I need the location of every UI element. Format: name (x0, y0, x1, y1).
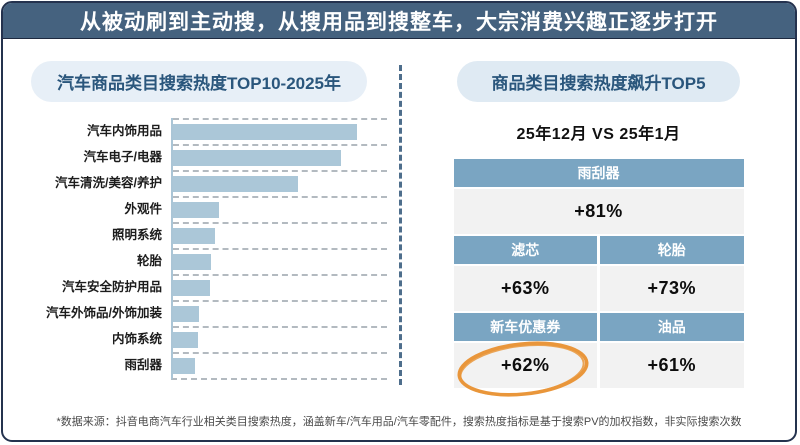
data-source-note: *数据来源：抖音电商汽车行业相关类目搜索热度，涵盖新车/汽车用品/汽车零配件，搜… (56, 416, 742, 428)
left-panel-top10: 汽车商品类目搜索热度TOP10-2025年 汽车内饰用品 汽车电子/电器汽车清洗/… (3, 39, 395, 399)
right-panel-top5: 商品类目搜索热度飙升TOP5 25年12月 VS 25年1月 雨刮器 +81% 滤芯… (402, 39, 795, 399)
change-value-cell: +62% (453, 341, 597, 397)
bar (173, 332, 199, 348)
bar (173, 150, 341, 166)
bar-label: 轮胎 (136, 254, 162, 268)
header-banner: 从被动刷到主动搜，从搜用品到搜整车，大宗消费兴趣正逐步打开 (3, 3, 795, 39)
bar (173, 306, 200, 322)
bar-track (173, 170, 387, 196)
bar-label: 汽车电子/电器 (83, 150, 162, 164)
heat-surge-table: 雨刮器 +81% 滤芯 轮胎 +63% +73% 新车优惠券 油品 +62% +61% (453, 159, 744, 397)
banner-title: 从被动刷到主动搜，从搜用品到搜整车，大宗消费兴趣正逐步打开 (80, 10, 718, 34)
bar-track (173, 118, 387, 144)
category-header-cell: 轮胎 (600, 236, 744, 264)
left-panel-title: 汽车商品类目搜索热度TOP10-2025年 (30, 61, 368, 102)
top10-bar-chart: 汽车内饰用品 汽车电子/电器汽车清洗/美容/养护外观件照明系统轮胎汽车安全防护用品… (13, 118, 387, 380)
bar-track (173, 248, 387, 274)
bar-label: 汽车外饰品/外饰加装 (46, 306, 162, 320)
bar-label: 汽车清洗/美容/养护 (55, 176, 162, 190)
bar-track (173, 274, 387, 300)
bar-label: 汽车安全防护用品 (61, 280, 162, 294)
bar-label: 汽车内饰用品 (86, 124, 162, 138)
bar (173, 124, 358, 140)
change-value-cell: +63% (453, 266, 597, 311)
bar (173, 202, 220, 218)
vertical-dashed-divider (399, 65, 402, 385)
bar-chart-plot (171, 118, 387, 380)
category-header-cell: 新车优惠券 (453, 313, 597, 341)
change-value-cell: +61% (600, 343, 744, 388)
category-header-cell: 油品 (600, 313, 744, 341)
change-value-cell: +81% (453, 189, 744, 234)
bar-track (173, 352, 387, 378)
right-panel-title: 商品类目搜索热度飙升TOP5 (457, 61, 740, 102)
bar-track (173, 326, 387, 352)
highlight-circle-annotation (456, 341, 589, 397)
bar (173, 280, 210, 296)
content-area: 汽车商品类目搜索热度TOP10-2025年 汽车内饰用品 汽车电子/电器汽车清洗/… (3, 39, 795, 399)
category-header-cell: 滤芯 (453, 236, 597, 264)
bar-label: 照明系统 (111, 228, 162, 242)
bar-label: 外观件 (124, 202, 162, 216)
bar (173, 176, 299, 192)
bar-track (173, 144, 387, 170)
change-value-cell: +73% (600, 266, 744, 311)
bar-label: 内饰系统 (111, 332, 162, 346)
bar (173, 254, 211, 270)
bar-label: 雨刮器 (124, 358, 162, 372)
category-header-cell: 雨刮器 (453, 159, 744, 187)
bar-chart-labels: 汽车内饰用品 汽车电子/电器汽车清洗/美容/养护外观件照明系统轮胎汽车安全防护用品… (13, 118, 171, 380)
bar (173, 358, 196, 374)
bar-track (173, 300, 387, 326)
bar (173, 228, 216, 244)
bar-track (173, 222, 387, 248)
comparison-subtitle: 25年12月 VS 25年1月 (516, 126, 681, 143)
bar-track (173, 196, 387, 222)
